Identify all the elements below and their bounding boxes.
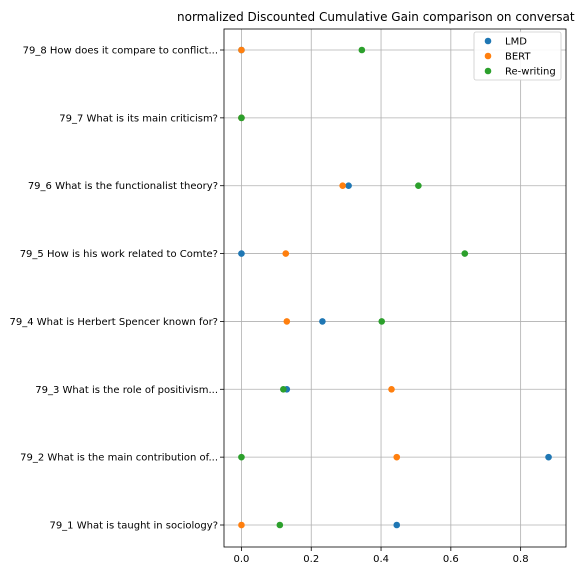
data-point-bert (282, 250, 290, 257)
grid-lines (224, 29, 566, 547)
data-point-re-writing (280, 385, 287, 393)
data-point-re-writing (461, 250, 469, 257)
data-point-re-writing (415, 182, 422, 190)
y-tick-label: 79_5 How is his work related to Comte? (20, 249, 218, 260)
data-point-re-writing (238, 114, 245, 122)
legend-marker (484, 52, 492, 60)
legend-marker (484, 67, 492, 75)
y-axis: 79_1 What is taught in sociology? 79_2 Wh… (9, 46, 224, 532)
plot-frame (223, 28, 567, 548)
data-point-lmd (238, 250, 245, 257)
data-point-re-writing (358, 46, 366, 54)
data-point-bert (238, 521, 245, 529)
y-tick-label: 79_1 What is taught in sociology? (49, 521, 218, 532)
data-point-bert (283, 318, 291, 325)
data-point-re-writing (276, 521, 284, 529)
data-point-bert (388, 385, 395, 393)
data-point-re-writing (378, 318, 386, 325)
data-point-lmd (345, 182, 352, 190)
y-tick-label: 79_3 What is the role of positivism... (35, 385, 218, 396)
legend-box (473, 31, 562, 81)
data-point-lmd (393, 521, 401, 529)
y-tick-label: 79_4 What is Herbert Spencer known for? (9, 317, 218, 328)
legend-label: BERT (505, 52, 531, 63)
data-point-bert (238, 46, 245, 54)
chart-title: normalized Discounted Cumulative Gain co… (177, 10, 575, 24)
x-axis: 0.0 0.2 0.4 0.6 0.8 (233, 547, 529, 565)
x-tick-label: 0.0 (233, 554, 249, 565)
legend-label: Re-writing (505, 67, 556, 78)
x-tick-label: 0.2 (303, 554, 319, 565)
data-point-re-writing (238, 453, 245, 461)
data-point-lmd (319, 318, 326, 325)
legend-label: LMD (505, 37, 527, 48)
data-points (238, 46, 552, 529)
data-point-bert (393, 453, 401, 461)
x-tick-label: 0.6 (443, 554, 459, 565)
legend: LMD BERT Re-writing (473, 31, 562, 81)
data-point-lmd (545, 453, 552, 461)
y-tick-label: 79_2 What is the main contribution of... (20, 453, 218, 464)
y-tick-label: 79_6 What is the functionalist theory? (28, 181, 218, 192)
y-tick-label: 79_8 How does it compare to conflict... (23, 46, 218, 57)
data-point-bert (339, 182, 346, 190)
legend-marker (484, 37, 492, 45)
y-tick-label: 79_7 What is its main criticism? (59, 113, 218, 124)
x-tick-label: 0.8 (513, 554, 529, 565)
x-tick-label: 0.4 (373, 554, 389, 565)
